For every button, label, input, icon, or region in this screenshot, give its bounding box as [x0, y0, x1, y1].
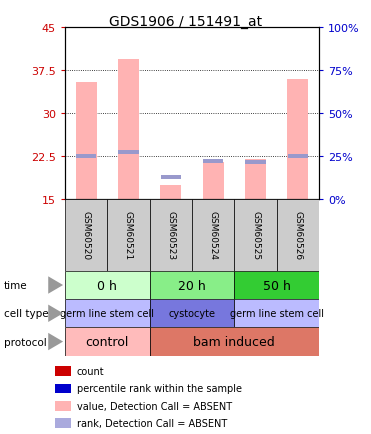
Bar [246, 161, 266, 164]
Text: time: time [4, 280, 27, 290]
Bar [118, 151, 138, 155]
Bar [65, 328, 150, 356]
Text: 0 h: 0 h [97, 279, 117, 292]
Text: GSM60525: GSM60525 [251, 211, 260, 260]
Text: cystocyte: cystocyte [168, 309, 216, 319]
Bar [192, 200, 234, 271]
Text: germ line stem cell: germ line stem cell [60, 309, 154, 319]
Bar [76, 155, 96, 159]
Text: germ line stem cell: germ line stem cell [230, 309, 324, 319]
Bar [203, 162, 224, 200]
Bar [288, 155, 308, 159]
Bar [55, 418, 71, 428]
Bar [55, 384, 71, 393]
Text: bam induced: bam induced [193, 335, 275, 348]
Bar [287, 80, 308, 200]
Text: cell type: cell type [4, 309, 48, 319]
Text: 20 h: 20 h [178, 279, 206, 292]
Text: GSM60526: GSM60526 [293, 211, 302, 260]
Bar [65, 200, 107, 271]
Text: value, Detection Call = ABSENT: value, Detection Call = ABSENT [77, 401, 232, 411]
Bar [150, 271, 234, 299]
Text: protocol: protocol [4, 337, 46, 347]
Text: count: count [77, 366, 105, 376]
Text: control: control [86, 335, 129, 348]
Bar [150, 299, 234, 328]
Text: GSM60524: GSM60524 [209, 211, 218, 260]
Bar [245, 160, 266, 200]
Bar [150, 328, 319, 356]
Bar [234, 271, 319, 299]
Bar [65, 271, 150, 299]
Bar [65, 299, 150, 328]
Bar [76, 82, 97, 200]
Polygon shape [48, 305, 63, 322]
Bar [55, 366, 71, 376]
Text: rank, Detection Call = ABSENT: rank, Detection Call = ABSENT [77, 418, 227, 428]
Text: GSM60523: GSM60523 [166, 211, 175, 260]
Bar [234, 200, 277, 271]
Text: 50 h: 50 h [263, 279, 290, 292]
Bar [161, 176, 181, 180]
Polygon shape [48, 277, 63, 294]
Text: GSM60520: GSM60520 [82, 211, 91, 260]
Bar [277, 200, 319, 271]
Bar [55, 401, 71, 411]
Bar [150, 200, 192, 271]
Bar [234, 299, 319, 328]
Text: GDS1906 / 151491_at: GDS1906 / 151491_at [109, 15, 262, 29]
Bar [160, 185, 181, 200]
Bar [203, 160, 223, 164]
Bar [118, 59, 139, 200]
Text: percentile rank within the sample: percentile rank within the sample [77, 384, 242, 393]
Text: GSM60521: GSM60521 [124, 211, 133, 260]
Bar [107, 200, 150, 271]
Polygon shape [48, 333, 63, 351]
